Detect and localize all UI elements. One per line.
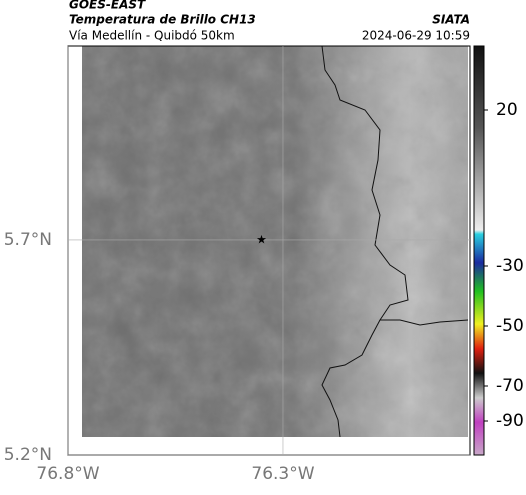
x-tick-label: 76.3°W xyxy=(251,464,314,484)
y-tick-label: 5.2°N xyxy=(4,445,52,465)
border xyxy=(321,45,469,438)
y-tick-label: 5.7°N xyxy=(4,230,52,250)
x-tick-label: 76.8°W xyxy=(36,464,99,484)
subtitle: Vía Medellín - Quibdó 50km xyxy=(69,29,235,43)
org: SIATA xyxy=(432,13,470,27)
title: Temperatura de Brillo CH13 xyxy=(69,13,256,27)
colorbar-tick-label: -90 xyxy=(496,411,524,431)
colorbar xyxy=(473,45,485,456)
colorbar-tick-label: -50 xyxy=(496,316,524,336)
datetime: 2024-06-29 10:59 xyxy=(362,29,470,43)
source: GOES-EAST xyxy=(69,0,146,12)
colorbar-tick-label: -70 xyxy=(496,376,524,396)
colorbar-tick-label: 20 xyxy=(496,100,518,120)
map-image xyxy=(82,46,468,437)
colorbar-tick-label: -30 xyxy=(496,256,524,276)
station-marker: ★ xyxy=(256,232,267,246)
